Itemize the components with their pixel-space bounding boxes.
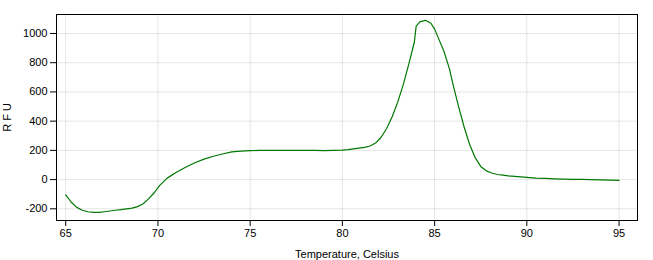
svg-text:85: 85 (428, 227, 440, 239)
svg-text:75: 75 (244, 227, 256, 239)
svg-text:1000: 1000 (23, 27, 47, 39)
svg-text:R F U: R F U (1, 103, 13, 132)
svg-text:70: 70 (152, 227, 164, 239)
svg-text:600: 600 (29, 85, 47, 97)
svg-text:65: 65 (60, 227, 72, 239)
svg-text:200: 200 (29, 144, 47, 156)
svg-text:90: 90 (521, 227, 533, 239)
svg-text:400: 400 (29, 115, 47, 127)
svg-text:-200: -200 (25, 202, 47, 214)
svg-text:800: 800 (29, 56, 47, 68)
svg-text:0: 0 (41, 173, 47, 185)
svg-text:95: 95 (613, 227, 625, 239)
svg-text:80: 80 (336, 227, 348, 239)
svg-text:Temperature, Celsius: Temperature, Celsius (295, 248, 399, 260)
